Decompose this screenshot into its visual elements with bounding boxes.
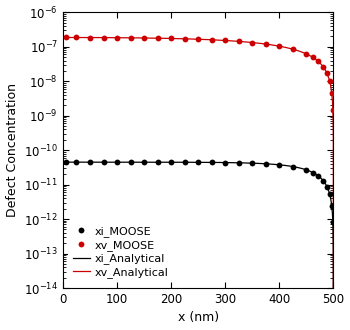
xv_Analytical — [262, 42, 267, 46]
xv_MOOSE — [304, 52, 308, 56]
xi_Analytical — [61, 160, 65, 164]
xv_Analytical — [61, 36, 65, 40]
xv_MOOSE — [223, 39, 227, 43]
xi_Analytical — [283, 163, 287, 167]
xv_MOOSE — [210, 38, 214, 42]
xi_MOOSE — [277, 163, 281, 167]
xv_MOOSE — [321, 65, 325, 69]
xv_MOOSE — [264, 42, 268, 46]
xv_Analytical — [110, 36, 114, 40]
xv_MOOSE — [64, 36, 68, 40]
xi_MOOSE — [330, 204, 334, 208]
xi_MOOSE — [102, 160, 106, 164]
xi_MOOSE — [128, 160, 133, 164]
Line: xi_Analytical: xi_Analytical — [63, 162, 334, 330]
xi_MOOSE — [210, 160, 214, 164]
xi_MOOSE — [291, 165, 295, 169]
Line: xi_MOOSE: xi_MOOSE — [63, 159, 336, 225]
xi_MOOSE — [321, 179, 325, 182]
xi_Analytical — [237, 161, 241, 165]
xv_MOOSE — [311, 55, 315, 59]
xi_MOOSE — [74, 160, 78, 164]
xi_MOOSE — [264, 162, 268, 166]
xi_MOOSE — [331, 220, 335, 224]
xi_MOOSE — [237, 161, 241, 165]
xv_Analytical — [237, 39, 241, 43]
xi_Analytical — [223, 161, 227, 165]
xv_MOOSE — [142, 36, 146, 40]
xv_MOOSE — [250, 41, 254, 45]
xv_Analytical — [223, 39, 227, 43]
Line: xv_Analytical: xv_Analytical — [63, 38, 334, 330]
Legend: xi_MOOSE, xv_MOOSE, xi_Analytical, xv_Analytical: xi_MOOSE, xv_MOOSE, xi_Analytical, xv_An… — [69, 222, 174, 282]
xv_MOOSE — [325, 71, 329, 75]
xv_Analytical — [164, 36, 168, 40]
xi_MOOSE — [64, 160, 68, 164]
X-axis label: x (nm): x (nm) — [177, 312, 219, 324]
Line: xv_MOOSE: xv_MOOSE — [63, 35, 336, 113]
xi_Analytical — [110, 160, 114, 164]
xv_MOOSE — [277, 44, 281, 48]
xv_MOOSE — [102, 36, 106, 40]
xv_MOOSE — [316, 59, 320, 63]
xv_MOOSE — [88, 36, 92, 40]
xi_Analytical — [262, 162, 267, 166]
xi_Analytical — [164, 160, 168, 164]
xi_MOOSE — [304, 168, 308, 172]
xv_MOOSE — [237, 39, 241, 43]
xi_MOOSE — [311, 171, 315, 175]
Y-axis label: Defect Concentration: Defect Concentration — [6, 83, 19, 217]
xi_MOOSE — [325, 184, 329, 188]
xv_MOOSE — [115, 36, 119, 40]
xv_Analytical — [283, 45, 287, 49]
xv_MOOSE — [291, 47, 295, 51]
xi_MOOSE — [316, 174, 320, 178]
xi_MOOSE — [223, 161, 227, 165]
xv_MOOSE — [128, 36, 133, 40]
xv_MOOSE — [196, 37, 200, 41]
xi_MOOSE — [115, 160, 119, 164]
xv_MOOSE — [183, 37, 187, 41]
xv_MOOSE — [331, 108, 335, 112]
xv_MOOSE — [74, 36, 78, 40]
xi_MOOSE — [183, 160, 187, 164]
xi_MOOSE — [169, 160, 173, 164]
xi_MOOSE — [88, 160, 92, 164]
xv_MOOSE — [169, 37, 173, 41]
xv_MOOSE — [155, 36, 160, 40]
xv_MOOSE — [328, 79, 332, 83]
xi_MOOSE — [250, 161, 254, 165]
xi_MOOSE — [328, 192, 332, 196]
xi_MOOSE — [155, 160, 160, 164]
xi_MOOSE — [142, 160, 146, 164]
xv_MOOSE — [330, 91, 334, 95]
xi_MOOSE — [196, 160, 200, 164]
